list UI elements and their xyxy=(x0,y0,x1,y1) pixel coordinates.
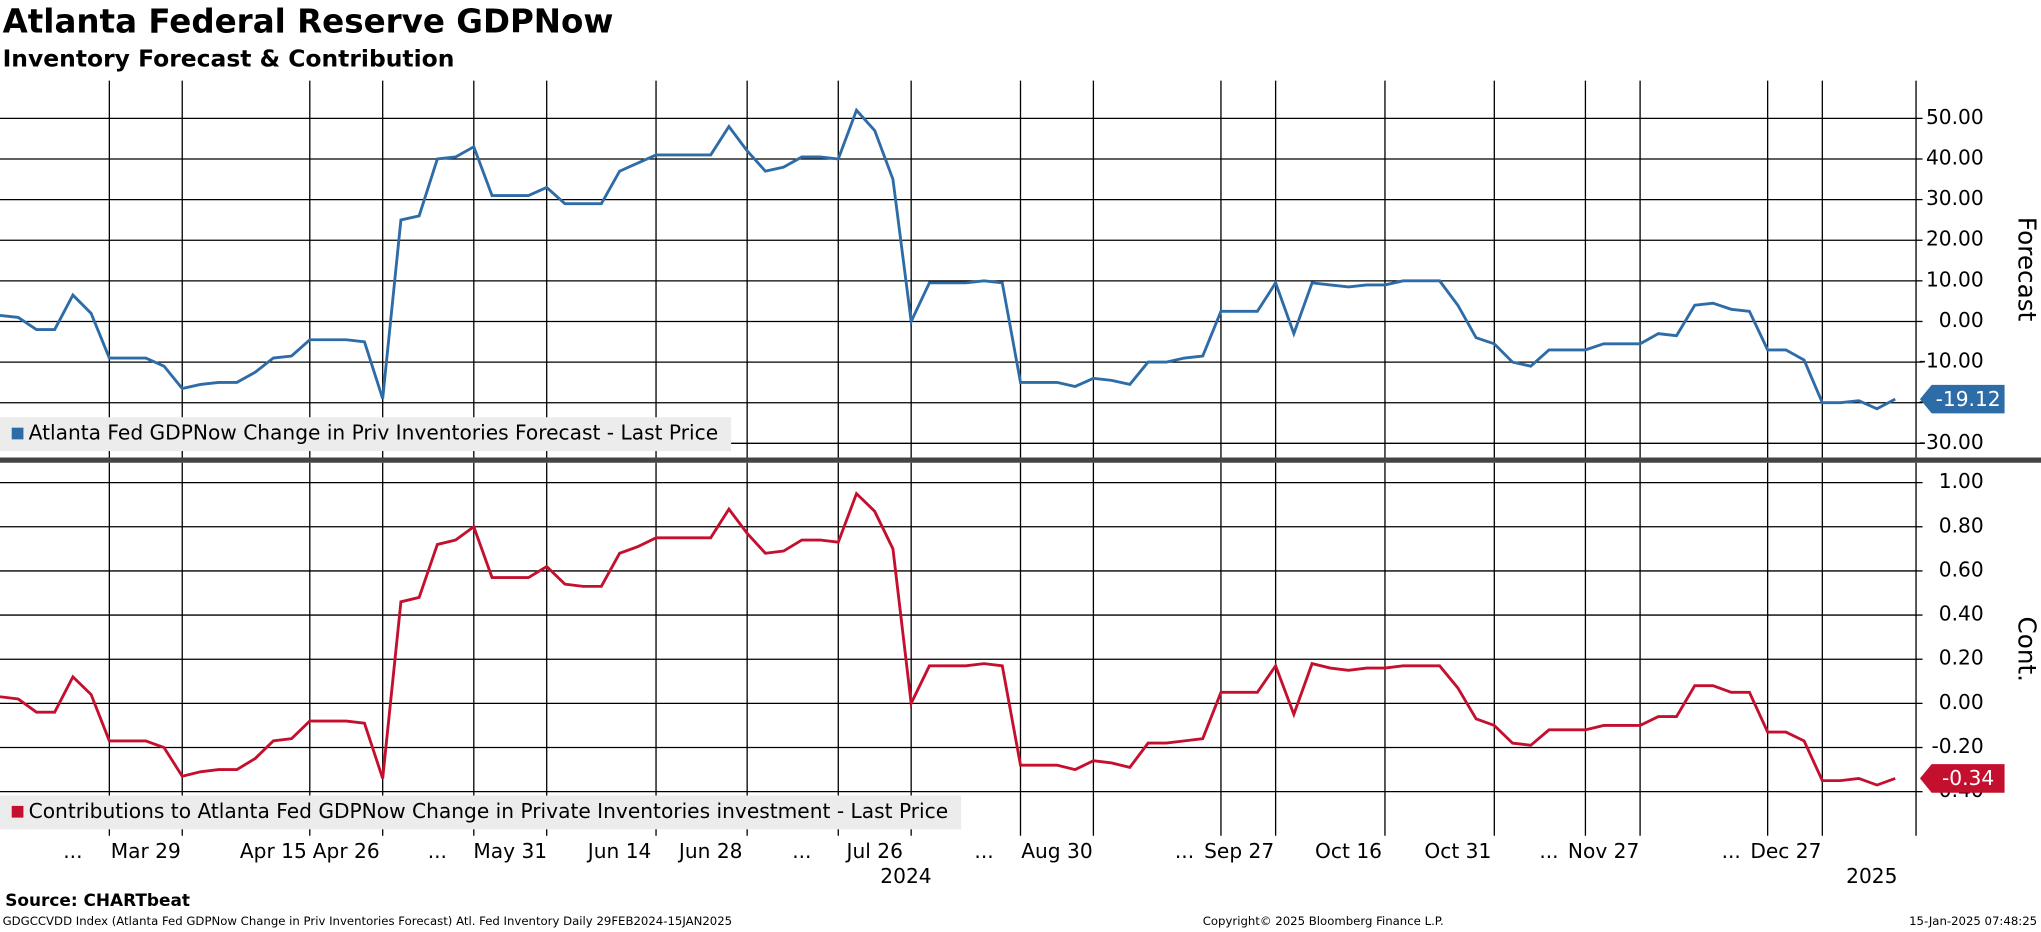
legend: Atlanta Fed GDPNow Change in Priv Invent… xyxy=(0,417,732,452)
last-price-tag xyxy=(1919,384,2005,414)
y-tick-label: -30.00 xyxy=(1919,430,1984,454)
legend-swatch xyxy=(11,427,24,440)
x-tick-label: Sep 27 xyxy=(1204,839,1274,863)
x-tick-label: ... xyxy=(1722,839,1741,863)
subtitle: Inventory Forecast & Contribution xyxy=(3,44,455,72)
footer-timestamp: 15-Jan-2025 07:48:25 xyxy=(1909,914,2037,928)
legend-label: Atlanta Fed GDPNow Change in Priv Invent… xyxy=(29,421,718,445)
legend-label: Contributions to Atlanta Fed GDPNow Chan… xyxy=(29,799,949,823)
x-tick-label: Oct 16 xyxy=(1315,839,1382,863)
legend-swatch xyxy=(11,805,24,818)
x-tick-label: Apr 15 xyxy=(240,839,307,863)
x-tick-label: ... xyxy=(63,839,82,863)
footer-copyright: Copyright© 2025 Bloomberg Finance L.P. xyxy=(1203,914,1444,928)
axis-label: Cont. xyxy=(2012,617,2041,683)
line xyxy=(0,491,1896,787)
x-tick-label: Mar 29 xyxy=(111,839,181,863)
last-price-label: -0.34 xyxy=(1942,766,1994,790)
title: Atlanta Federal Reserve GDPNow xyxy=(3,2,614,40)
x-tick-label: Jun 28 xyxy=(677,839,743,863)
last-price-label: -19.12 xyxy=(1936,387,2001,411)
y-tick-label: -0.20 xyxy=(1932,734,1984,758)
x-tick-label: Oct 31 xyxy=(1424,839,1491,863)
line xyxy=(0,107,1896,411)
y-tick-label: 0.00 xyxy=(1939,308,1984,332)
x-tick-label: ... xyxy=(1539,839,1558,863)
y-tick-label: 20.00 xyxy=(1926,227,1984,251)
x-year-label: 2024 xyxy=(880,864,931,888)
y-tick-label: 40.00 xyxy=(1926,145,1984,169)
y-tick-label: 50.00 xyxy=(1926,105,1984,129)
x-tick-label: ... xyxy=(1175,839,1194,863)
x-tick-label: Dec 27 xyxy=(1750,839,1821,863)
x-tick-label: Jun 14 xyxy=(586,839,652,863)
y-tick-label: 0.20 xyxy=(1939,646,1984,670)
x-tick-label: May 31 xyxy=(473,839,547,863)
y-tick-label: -10.00 xyxy=(1919,349,1984,373)
y-tick-label: 0.00 xyxy=(1939,690,1984,714)
x-year-label: 2025 xyxy=(1846,864,1897,888)
y-tick-label: 30.00 xyxy=(1926,186,1984,210)
legend: Contributions to Atlanta Fed GDPNow Chan… xyxy=(0,795,962,830)
y-tick-label: 10.00 xyxy=(1926,267,1984,291)
x-tick-label: Nov 27 xyxy=(1568,839,1639,863)
x-tick-label: Aug 30 xyxy=(1021,839,1092,863)
source: Source: CHARTbeat xyxy=(5,890,190,910)
legend-box xyxy=(0,417,732,452)
y-tick-label: 0.60 xyxy=(1939,557,1984,581)
legend-box xyxy=(0,795,962,830)
y-tick-label: 0.40 xyxy=(1939,602,1984,626)
axis-label: Forecast xyxy=(2012,217,2041,322)
y-tick-label: 0.80 xyxy=(1939,513,1984,537)
x-tick-label: ... xyxy=(974,839,993,863)
x-tick-label: ... xyxy=(428,839,447,863)
x-tick-label: Apr 26 xyxy=(313,839,380,863)
x-tick-label: Jul 26 xyxy=(845,839,903,863)
y-tick-label: 1.00 xyxy=(1939,469,1984,493)
last-price-tag xyxy=(1919,764,2005,793)
footer-left: GDGCCVDD Index (Atlanta Fed GDPNow Chang… xyxy=(3,914,733,928)
x-tick-label: ... xyxy=(792,839,811,863)
